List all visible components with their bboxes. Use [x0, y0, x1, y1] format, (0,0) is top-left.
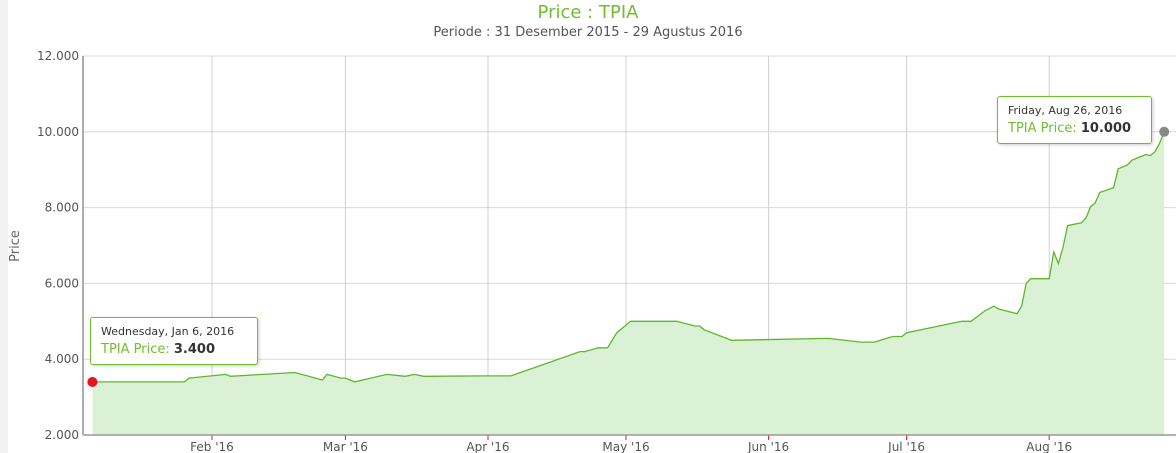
x-tick-label: Apr '16	[466, 440, 509, 453]
x-tick-label: Jul '16	[887, 440, 925, 453]
chart-title: Price : TPIA	[537, 2, 639, 23]
tooltip-series: TPIA Price	[101, 342, 166, 357]
tooltip-date: Wednesday, Jan 6, 2016	[101, 325, 235, 338]
price-area	[92, 131, 1165, 436]
price-line[interactable]	[92, 131, 1165, 383]
y-tick-label: 4.000	[45, 352, 79, 366]
y-tick-label: 2.000	[45, 428, 79, 442]
tooltip-series: TPIA Price	[1008, 121, 1073, 136]
tooltip-value: 10.000	[1080, 121, 1132, 136]
x-tick-label: Feb '16	[190, 440, 234, 453]
data-point-marker	[1159, 126, 1170, 137]
x-tick-label: Jun '16	[747, 440, 789, 453]
page-edge	[0, 0, 8, 453]
x-tick-label: May '16	[602, 440, 649, 453]
tooltip-last: Friday, Aug 26, 2016 TPIA Price: 10.000	[997, 96, 1152, 144]
chart-subtitle: Periode : 31 Desember 2015 - 29 Agustus …	[433, 25, 743, 40]
x-tick-label: Mar '16	[323, 440, 368, 453]
y-axis-label: Price	[8, 230, 23, 262]
y-tick-label: 12.000	[37, 49, 79, 63]
y-tick-label: 8.000	[45, 201, 79, 215]
tooltip-first: Wednesday, Jan 6, 2016 TPIA Price: 3.400	[90, 317, 258, 365]
y-tick-label: 6.000	[45, 276, 79, 290]
tooltip-value: 3.400	[173, 342, 215, 357]
y-tick-label: 10.000	[37, 125, 79, 139]
tooltip-date: Friday, Aug 26, 2016	[1008, 104, 1123, 117]
x-tick-label: Aug '16	[1026, 440, 1072, 453]
data-point-marker	[87, 376, 98, 387]
